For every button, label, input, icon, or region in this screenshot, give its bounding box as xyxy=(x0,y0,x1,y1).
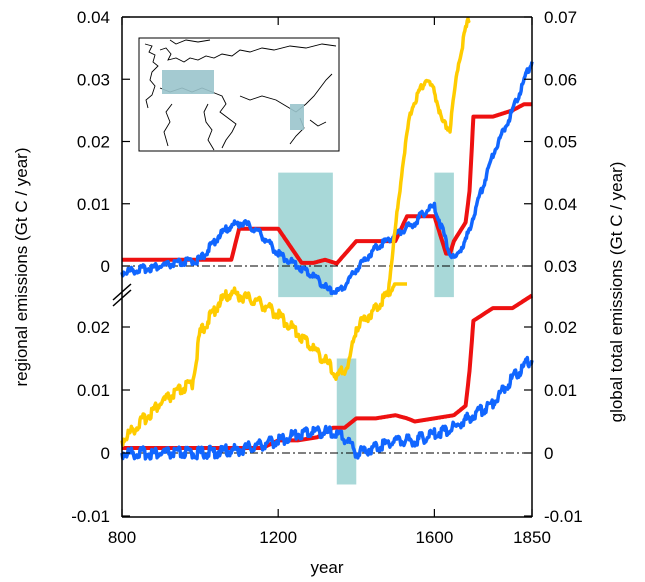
bottom-left-tick-label: 0.02 xyxy=(77,318,110,337)
top-right-tick-label: 0.04 xyxy=(544,195,577,214)
bottom-left-tick-label: 0 xyxy=(101,444,110,463)
top-left-tick-label: 0.01 xyxy=(77,195,110,214)
top-series-yellow xyxy=(385,16,471,298)
left-y-axis-label: regional emissions (Gt C / year) xyxy=(12,147,31,386)
top-left-tick-label: 0.03 xyxy=(77,70,110,89)
top-left-tick-label: 0.02 xyxy=(77,133,110,152)
top-series-blue xyxy=(120,61,534,296)
bottom-series-blue xyxy=(120,355,534,461)
x-tick-label: 1600 xyxy=(415,528,453,547)
europe-region xyxy=(162,70,214,94)
top-right-tick-label: 0.07 xyxy=(544,8,577,27)
top-left-tick-label: 0 xyxy=(101,257,110,276)
bottom-right-tick-label: 0 xyxy=(544,444,553,463)
top-left-tick-label: 0.04 xyxy=(77,8,110,27)
bottom-series-yellow xyxy=(120,282,409,447)
bottom-right-tick-label: -0.01 xyxy=(544,507,583,526)
x-tick-label: 800 xyxy=(108,528,136,547)
axis-break-marker xyxy=(112,283,132,307)
inset-map-frame xyxy=(138,37,340,152)
x-axis-label: year xyxy=(310,558,343,577)
china-region xyxy=(290,104,304,130)
top-right-tick-label: 0.03 xyxy=(544,257,577,276)
bottom-right-tick-label: 0.01 xyxy=(544,381,577,400)
x-tick-label: 1850 xyxy=(513,528,551,547)
bottom-left-tick-label: -0.01 xyxy=(71,507,110,526)
bottom-right-tick-label: 0.02 xyxy=(544,318,577,337)
bottom-series-red xyxy=(120,293,534,450)
top-shaded-period-0 xyxy=(278,172,333,298)
inset-map xyxy=(138,37,340,152)
x-tick-label: 1200 xyxy=(259,528,297,547)
right-y-axis-label: global total emissions (Gt C / year) xyxy=(607,162,626,423)
top-right-tick-label: 0.05 xyxy=(544,133,577,152)
bottom-left-tick-label: 0.01 xyxy=(77,381,110,400)
top-right-tick-label: 0.06 xyxy=(544,70,577,89)
